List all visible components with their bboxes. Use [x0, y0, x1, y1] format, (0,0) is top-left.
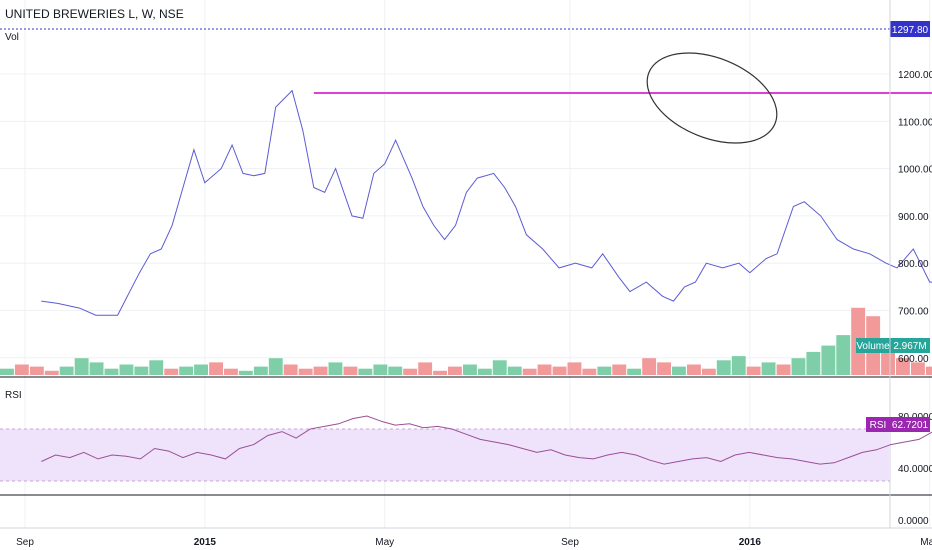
- volume-bar: [403, 368, 418, 375]
- volume-bar: [716, 360, 731, 375]
- volume-bar: [343, 366, 358, 375]
- volume-bar: [253, 366, 268, 375]
- volume-indicator-label: Vol: [5, 32, 19, 43]
- volume-bars: [0, 307, 932, 375]
- rsi-band: [0, 429, 890, 481]
- volume-bar: [433, 370, 447, 375]
- time-tick-label: 2016: [739, 537, 762, 548]
- volume-badge-label: Volume: [856, 341, 890, 352]
- rsi-indicator-label: RSI: [5, 390, 22, 401]
- volume-bar: [776, 364, 791, 375]
- time-axis[interactable]: Sep2015MaySep2016MaySep2017MaySep2018May…: [16, 537, 932, 548]
- price-tick-label: 700.00: [898, 307, 929, 318]
- volume-bar: [164, 368, 179, 375]
- volume-bar: [925, 366, 932, 375]
- rsi-line: [41, 415, 932, 465]
- price-tick-label: 600.00: [898, 354, 929, 365]
- volume-bar: [44, 370, 59, 375]
- volume-bar: [537, 364, 552, 375]
- volume-bar: [119, 364, 134, 375]
- volume-bar: [821, 345, 836, 375]
- volume-bar: [642, 358, 657, 375]
- last-price-value: 1297.80: [892, 25, 929, 36]
- price-tick-label: 1200.00: [898, 70, 932, 81]
- price-line: [41, 89, 932, 316]
- volume-bar: [836, 335, 851, 375]
- price-tick-label: 1000.00: [898, 165, 932, 176]
- price-tick-label: 900.00: [898, 212, 929, 223]
- volume-bar: [911, 362, 925, 375]
- volume-bar: [298, 368, 313, 375]
- time-tick-label: Sep: [16, 537, 34, 548]
- volume-bar: [448, 366, 462, 375]
- volume-bar: [627, 368, 642, 375]
- volume-bar: [104, 368, 119, 375]
- volume-bar: [806, 351, 821, 375]
- volume-bar: [597, 366, 612, 375]
- volume-bar: [731, 356, 746, 375]
- rsi-tick-label: 40.0000: [898, 464, 932, 475]
- volume-bar: [657, 362, 671, 375]
- volume-bar: [896, 358, 910, 375]
- volume-bar: [612, 364, 627, 375]
- volume-bar: [313, 366, 328, 375]
- last-price-label: 1297.80: [890, 21, 930, 37]
- rsi-value-badge: RSI 62.7201: [866, 417, 930, 432]
- volume-bar: [209, 362, 223, 375]
- time-tick-label: May: [920, 537, 932, 548]
- volume-bar: [582, 368, 597, 375]
- time-tick-label: May: [375, 537, 394, 548]
- volume-bar: [358, 368, 373, 375]
- volume-bar: [179, 366, 194, 375]
- volume-bar: [0, 368, 14, 375]
- volume-bar: [552, 366, 567, 375]
- rsi-badge-label: RSI: [870, 420, 887, 431]
- rsi-badge-value: 62.7201: [892, 420, 929, 431]
- volume-badge: Volume 2.967M: [856, 338, 930, 353]
- volume-bar: [134, 366, 149, 375]
- volume-bar: [328, 362, 343, 375]
- volume-bar: [507, 366, 522, 375]
- volume-bar: [224, 368, 238, 375]
- volume-bar: [194, 364, 208, 375]
- volume-bar: [89, 362, 104, 375]
- volume-bar: [238, 370, 253, 375]
- volume-bar: [477, 368, 492, 375]
- volume-bar: [418, 362, 433, 375]
- time-tick-label: 2015: [194, 537, 217, 548]
- volume-bar: [149, 360, 164, 375]
- volume-bar: [791, 358, 806, 375]
- price-axis[interactable]: 1200.00 1100.00 1000.00 900.00 800.00 700.00 6…: [898, 70, 932, 365]
- volume-bar: [14, 364, 29, 375]
- volume-bar: [761, 362, 776, 375]
- volume-bar: [283, 364, 298, 375]
- symbol-title: UNITED BREWERIES L, W, NSE: [5, 7, 184, 21]
- volume-bar: [463, 364, 477, 375]
- volume-badge-value: 2.967M: [893, 341, 926, 352]
- rsi-tick-label: 0.0000: [898, 516, 929, 527]
- volume-bar: [701, 368, 716, 375]
- volume-bar: [492, 360, 507, 375]
- volume-bar: [388, 366, 403, 375]
- volume-bar: [373, 364, 388, 375]
- volume-bar: [29, 366, 44, 375]
- price-tick-label: 800.00: [898, 259, 929, 270]
- time-tick-label: Sep: [561, 537, 579, 548]
- volume-bar: [59, 366, 74, 375]
- ellipse-drawing[interactable]: [634, 35, 790, 160]
- volume-bar: [672, 366, 686, 375]
- volume-bar: [746, 366, 761, 375]
- volume-bar: [74, 358, 89, 375]
- volume-bar: [268, 358, 283, 375]
- volume-bar: [687, 364, 701, 375]
- volume-bar: [567, 362, 582, 375]
- price-tick-label: 1100.00: [898, 117, 932, 128]
- volume-bar: [522, 368, 537, 375]
